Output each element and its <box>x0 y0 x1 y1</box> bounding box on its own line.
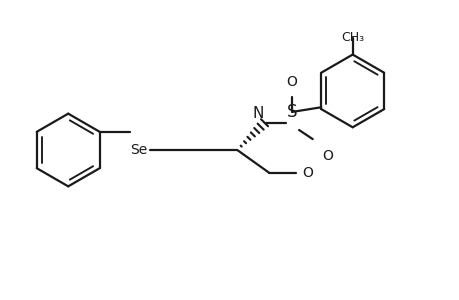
Text: O: O <box>286 75 297 89</box>
Text: O: O <box>322 149 333 163</box>
Text: S: S <box>286 103 297 121</box>
Text: Se: Se <box>130 143 147 157</box>
Text: N: N <box>252 106 263 121</box>
Text: CH₃: CH₃ <box>341 31 364 44</box>
Text: O: O <box>301 166 312 180</box>
